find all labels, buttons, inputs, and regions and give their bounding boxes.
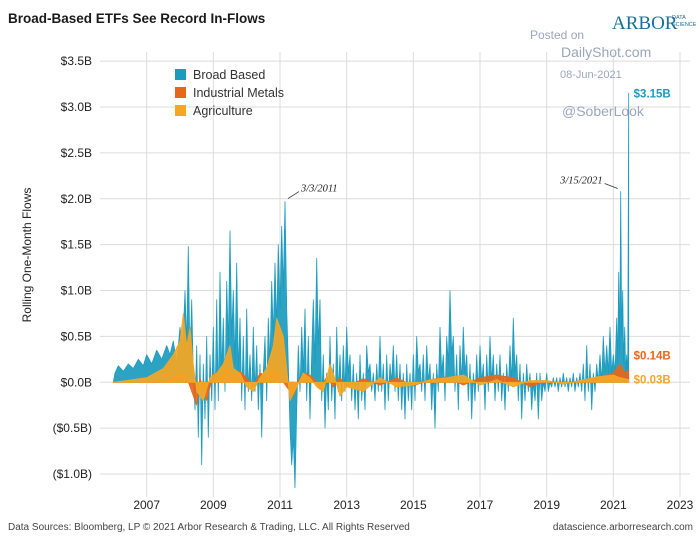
legend-agriculture-swatch — [175, 105, 186, 116]
footer-source: Data Sources: Bloomberg, LP © 2021 Arbor… — [8, 522, 410, 533]
x-tick-label: 2019 — [533, 498, 560, 512]
y-axis-label: Rolling One-Month Flows — [20, 188, 34, 323]
legend-agriculture-label: Agriculture — [193, 104, 253, 118]
y-tick-label: $3.5B — [61, 54, 92, 68]
x-tick-label: 2013 — [333, 498, 360, 512]
y-axis-ticks: $3.5B $3.0B $2.5B $2.0B $1.5B $1.0B $0.5B $0.0B… — [53, 54, 92, 481]
end-label-industrial-metals: $0.14B — [634, 350, 671, 362]
y-tick-label: $2.0B — [61, 192, 92, 206]
watermark-handle: @SoberLook — [562, 103, 645, 119]
brand-name: ARBOR — [612, 13, 678, 34]
x-axis-ticks: 2007 2009 2011 2013 2015 2017 2019 2021 2023 — [133, 498, 693, 512]
y-tick-label: ($0.5B) — [53, 421, 92, 435]
end-label-agriculture: $0.03B — [634, 375, 671, 387]
y-tick-label: ($1.0B) — [53, 467, 92, 481]
chart-title: Broad-Based ETFs See Record In-Flows — [8, 11, 265, 26]
annotations: 3/3/2011 3/15/2021 — [287, 175, 618, 199]
y-tick-label: $3.0B — [61, 100, 92, 114]
annotation-leader-2011 — [287, 191, 300, 199]
watermark-posted-on: Posted on — [530, 28, 584, 42]
grid — [100, 52, 690, 497]
brand-sub-data: DATA — [672, 15, 686, 21]
y-tick-label: $1.0B — [61, 284, 92, 298]
legend: Broad Based Industrial Metals Agriculture — [175, 68, 284, 118]
x-tick-label: 2015 — [400, 498, 427, 512]
x-tick-label: 2023 — [667, 498, 694, 512]
brand-sub-science: SCIENCE — [672, 22, 697, 28]
watermark-date: 08-Jun-2021 — [560, 69, 622, 81]
annotation-leader-2021 — [604, 183, 618, 189]
footer-url: datascience.arborresearch.com — [553, 522, 693, 533]
legend-industrial-metals-swatch — [175, 87, 186, 98]
end-labels: $3.15B $0.14B $0.03B — [634, 88, 671, 386]
x-tick-label: 2011 — [267, 498, 293, 512]
legend-industrial-metals-label: Industrial Metals — [193, 86, 284, 100]
x-tick-label: 2009 — [200, 498, 227, 512]
x-tick-label: 2017 — [467, 498, 494, 512]
y-tick-label: $1.5B — [61, 238, 92, 252]
x-tick-label: 2007 — [133, 498, 160, 512]
series-agriculture — [112, 313, 630, 402]
watermark-site: DailyShot.com — [561, 44, 651, 60]
annotation-2011: 3/3/2011 — [300, 184, 338, 195]
end-label-broad-based: $3.15B — [634, 88, 671, 100]
y-tick-label: $2.5B — [61, 146, 92, 160]
legend-broad-based-label: Broad Based — [193, 68, 265, 82]
y-tick-label: $0.0B — [61, 375, 92, 389]
x-tick-label: 2021 — [600, 498, 627, 512]
annotation-2021: 3/15/2021 — [559, 175, 603, 186]
legend-broad-based-swatch — [175, 69, 186, 80]
arbor-logo: ARBOR DATA SCIENCE — [612, 13, 697, 34]
y-tick-label: $0.5B — [61, 329, 92, 343]
series-layer — [112, 92, 630, 489]
